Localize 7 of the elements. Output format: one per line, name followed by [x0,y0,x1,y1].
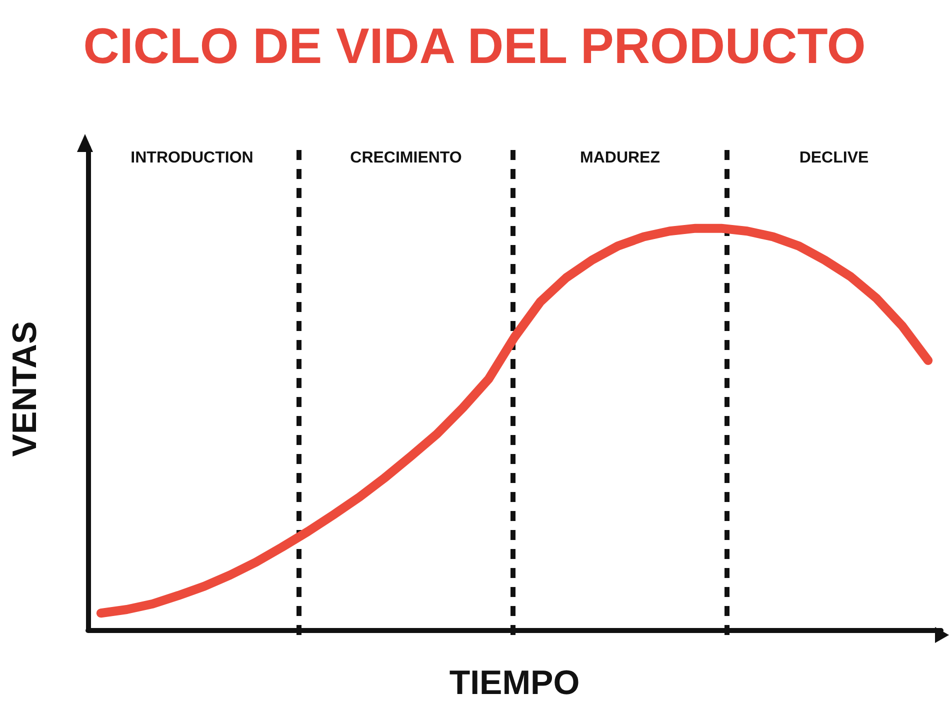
text: CRECIMIENTO [350,150,462,166]
text: DECLIVE [799,150,869,166]
chart-title: CICLO DE VIDA DEL PRODUCTO [83,18,866,74]
text: MADUREZ [580,150,660,166]
text: INTRODUCTION [130,150,254,166]
y-axis-title: VENTAS [6,321,44,457]
x-axis-title: TIEMPO [449,664,580,702]
